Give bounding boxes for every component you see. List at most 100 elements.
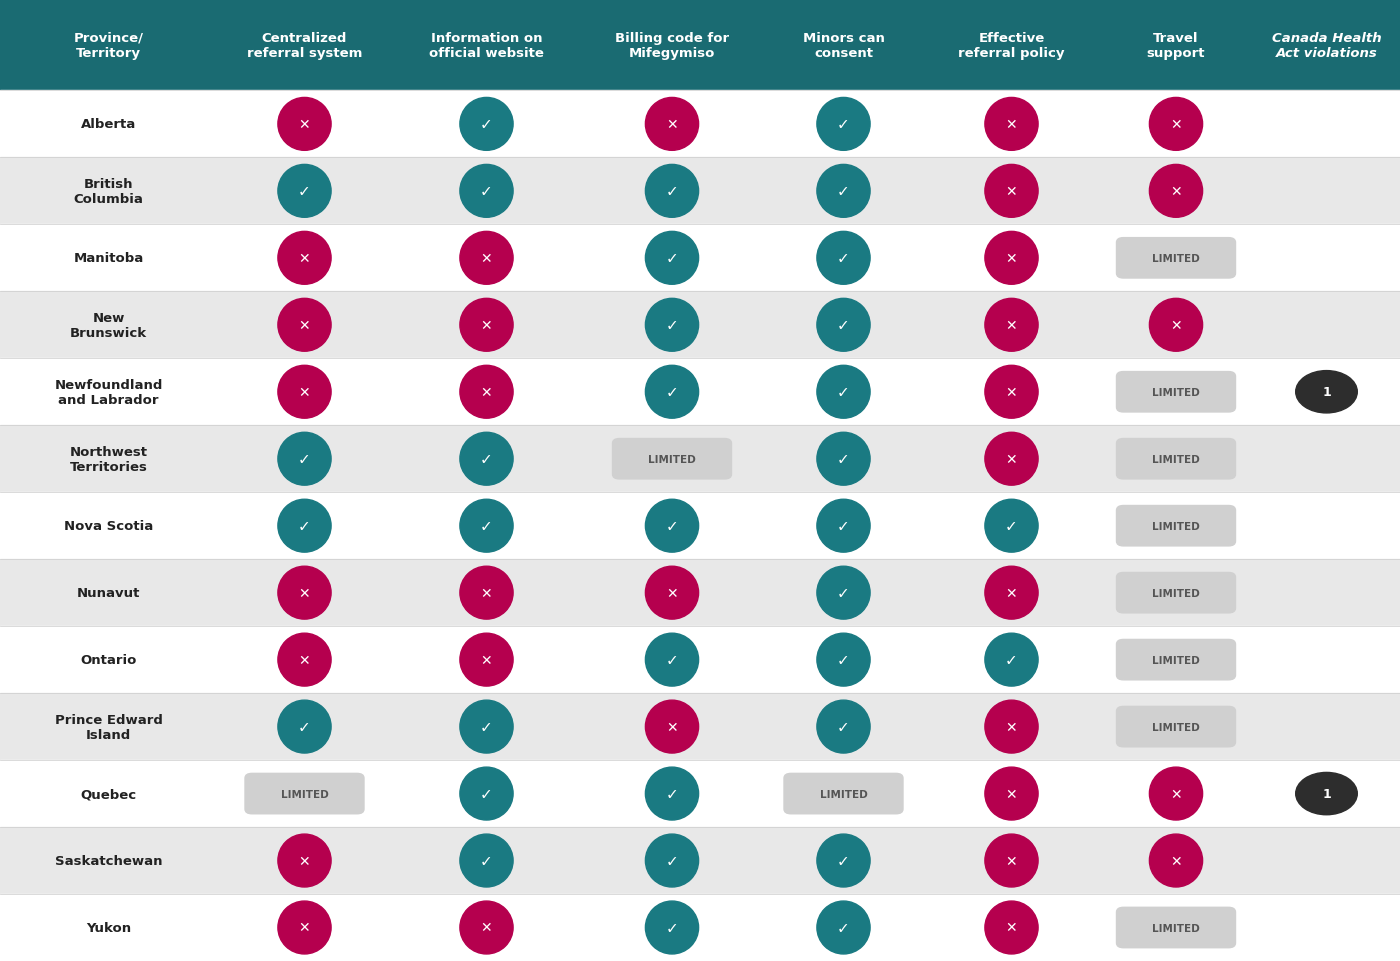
Text: ✕: ✕ — [298, 252, 311, 265]
Text: ✕: ✕ — [480, 385, 493, 400]
Text: LIMITED: LIMITED — [1152, 254, 1200, 263]
Text: ✓: ✓ — [1005, 519, 1018, 533]
Ellipse shape — [277, 633, 332, 686]
FancyBboxPatch shape — [0, 292, 1400, 358]
Ellipse shape — [1149, 299, 1203, 352]
Text: Nova Scotia: Nova Scotia — [64, 520, 153, 532]
Text: Province/
Territory: Province/ Territory — [73, 32, 143, 60]
Ellipse shape — [818, 901, 871, 954]
Text: Newfoundland
and Labrador: Newfoundland and Labrador — [55, 379, 162, 407]
Text: Northwest
Territories: Northwest Territories — [70, 445, 147, 473]
Ellipse shape — [818, 432, 871, 485]
Ellipse shape — [459, 701, 512, 753]
Text: Minors can
consent: Minors can consent — [802, 32, 885, 60]
Ellipse shape — [986, 165, 1037, 218]
Circle shape — [1296, 371, 1357, 413]
Text: LIMITED: LIMITED — [1152, 455, 1200, 464]
Text: ✓: ✓ — [1005, 653, 1018, 668]
Text: ✓: ✓ — [665, 318, 679, 333]
Text: ✓: ✓ — [665, 853, 679, 868]
Ellipse shape — [459, 432, 512, 485]
Text: LIMITED: LIMITED — [1152, 655, 1200, 665]
Ellipse shape — [986, 701, 1037, 753]
Ellipse shape — [277, 432, 332, 485]
Text: ✕: ✕ — [1005, 720, 1018, 734]
Ellipse shape — [986, 567, 1037, 620]
Ellipse shape — [645, 901, 699, 954]
Ellipse shape — [818, 633, 871, 686]
FancyBboxPatch shape — [1117, 640, 1235, 680]
Ellipse shape — [645, 98, 699, 151]
Text: Centralized
referral system: Centralized referral system — [246, 32, 363, 60]
FancyBboxPatch shape — [0, 358, 1400, 426]
Text: ✕: ✕ — [480, 318, 493, 333]
FancyBboxPatch shape — [1117, 706, 1235, 747]
Text: ✕: ✕ — [298, 118, 311, 132]
Text: 1: 1 — [1322, 386, 1331, 399]
Text: ✓: ✓ — [837, 519, 850, 533]
Text: ✓: ✓ — [837, 452, 850, 467]
Text: ✕: ✕ — [1170, 787, 1182, 801]
Text: LIMITED: LIMITED — [1152, 722, 1200, 732]
Text: LIMITED: LIMITED — [280, 789, 329, 799]
Text: ✓: ✓ — [837, 384, 850, 400]
Ellipse shape — [818, 98, 871, 151]
Text: ✕: ✕ — [1170, 118, 1182, 132]
Ellipse shape — [459, 98, 512, 151]
Ellipse shape — [1149, 834, 1203, 887]
Text: ✓: ✓ — [837, 720, 850, 734]
Ellipse shape — [459, 500, 512, 553]
Text: LIMITED: LIMITED — [819, 789, 868, 799]
Ellipse shape — [818, 299, 871, 352]
Text: ✕: ✕ — [666, 586, 678, 600]
Text: ✕: ✕ — [480, 252, 493, 265]
Text: ✓: ✓ — [665, 786, 679, 801]
Text: LIMITED: LIMITED — [1152, 387, 1200, 397]
Text: ✓: ✓ — [298, 185, 311, 199]
Text: Manitoba: Manitoba — [73, 252, 144, 265]
FancyBboxPatch shape — [0, 694, 1400, 760]
Text: Ontario: Ontario — [80, 653, 137, 666]
FancyBboxPatch shape — [0, 426, 1400, 493]
Ellipse shape — [986, 366, 1037, 419]
Ellipse shape — [986, 834, 1037, 887]
Ellipse shape — [645, 834, 699, 887]
Ellipse shape — [277, 567, 332, 620]
Text: ✕: ✕ — [1005, 118, 1018, 132]
Ellipse shape — [818, 834, 871, 887]
Text: ✓: ✓ — [665, 519, 679, 533]
Ellipse shape — [277, 233, 332, 285]
Ellipse shape — [818, 567, 871, 620]
Ellipse shape — [277, 98, 332, 151]
Ellipse shape — [277, 901, 332, 954]
Text: ✓: ✓ — [480, 452, 493, 467]
Ellipse shape — [645, 500, 699, 553]
Text: ✕: ✕ — [1005, 853, 1018, 868]
FancyBboxPatch shape — [0, 91, 1400, 159]
FancyBboxPatch shape — [1117, 505, 1235, 546]
Text: ✓: ✓ — [665, 251, 679, 266]
Text: LIMITED: LIMITED — [1152, 521, 1200, 531]
FancyBboxPatch shape — [0, 225, 1400, 292]
Ellipse shape — [459, 834, 512, 887]
Text: Travel
support: Travel support — [1147, 32, 1205, 60]
Text: ✓: ✓ — [480, 185, 493, 199]
FancyBboxPatch shape — [1117, 439, 1235, 480]
Text: Canada Health
Act violations: Canada Health Act violations — [1271, 32, 1382, 60]
Text: 1: 1 — [1322, 787, 1331, 801]
Ellipse shape — [459, 567, 512, 620]
Text: ✕: ✕ — [298, 318, 311, 333]
Ellipse shape — [818, 233, 871, 285]
Ellipse shape — [645, 633, 699, 686]
Text: New
Brunswick: New Brunswick — [70, 311, 147, 339]
Text: LIMITED: LIMITED — [648, 455, 696, 464]
Ellipse shape — [818, 366, 871, 419]
Ellipse shape — [818, 701, 871, 753]
Text: ✕: ✕ — [298, 853, 311, 868]
Ellipse shape — [986, 633, 1037, 686]
Ellipse shape — [1149, 165, 1203, 218]
Ellipse shape — [1149, 767, 1203, 820]
Text: ✓: ✓ — [298, 452, 311, 467]
FancyBboxPatch shape — [0, 894, 1400, 961]
Text: Yukon: Yukon — [85, 921, 132, 934]
